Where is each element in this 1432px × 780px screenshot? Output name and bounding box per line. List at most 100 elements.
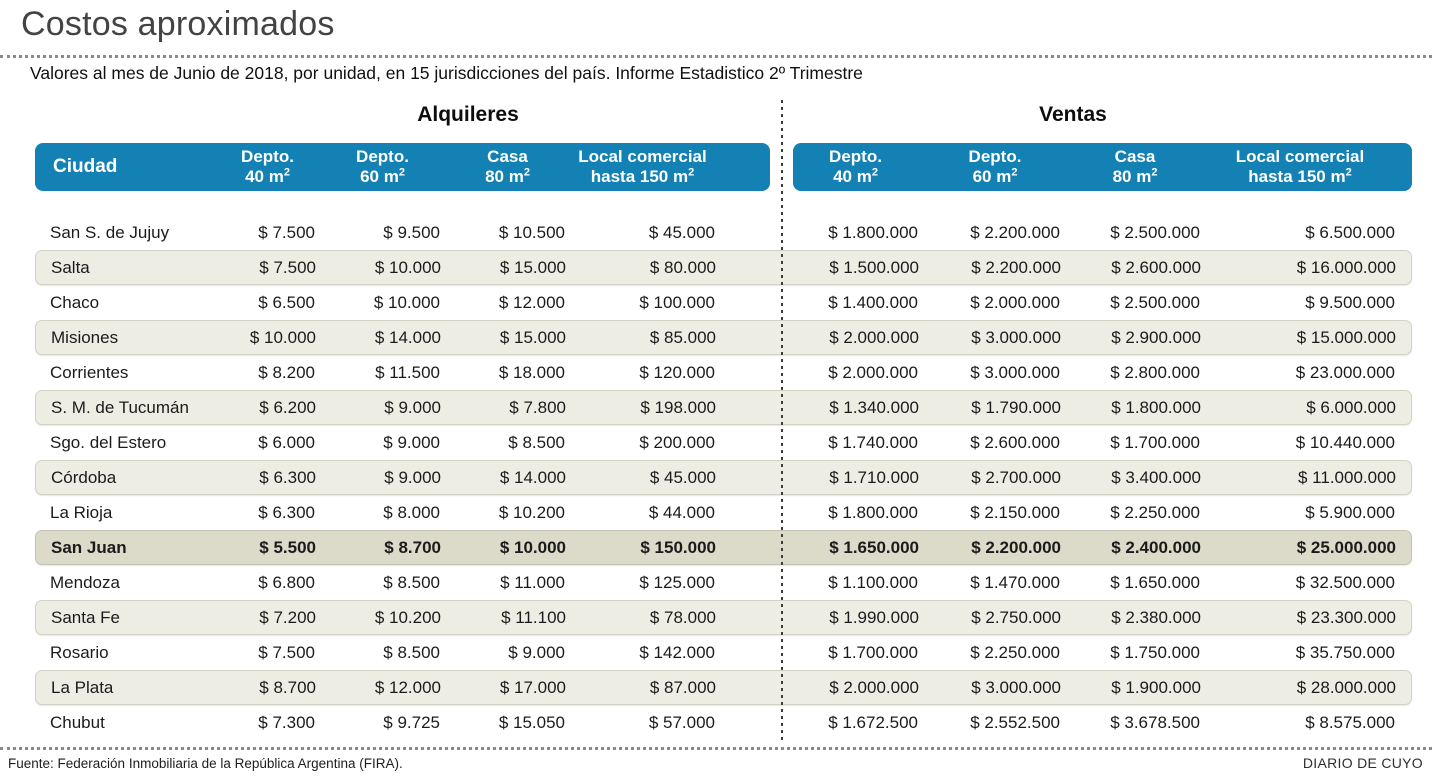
price-cell-alquiler-a150: $ 45.000 [648,222,715,242]
price-cell-alquiler-a80: $ 15.000 [499,257,566,277]
city-cell: San S. de Jujuy [50,222,170,242]
city-cell: Salta [51,257,90,277]
price-cell-alquiler-a150: $ 78.000 [649,607,716,627]
price-cell-venta-v150: $ 35.750.000 [1295,642,1395,662]
price-cell-alquiler-a80: $ 11.000 [500,572,565,592]
column-header-line1: Depto. [968,146,1022,166]
price-cell-alquiler-a60: $ 10.000 [374,257,441,277]
price-cell-venta-v80: $ 2.900.000 [1111,327,1201,347]
price-cell-alquiler-a150: $ 120.000 [639,362,715,382]
price-cell-alquiler-a150: $ 45.000 [649,467,716,487]
price-cell-venta-v40: $ 1.400.000 [828,292,918,312]
column-header-line2: 80 m2 [485,166,530,186]
city-cell: Mendoza [50,572,120,592]
table-row: San S. de Jujuy $ 7.500 $ 9.500 $ 10.500 $ 4… [35,215,1412,250]
column-header-line1: Local comercial [1235,146,1365,166]
bottom-dotted-rule [0,747,1432,750]
column-header-ventas-v150: Local comercial hasta 150 m2 [1205,143,1412,191]
superscript: 2 [871,166,878,179]
price-cell-alquiler-a40: $ 6.200 [259,397,316,417]
price-cell-alquiler-a60: $ 9.725 [383,712,440,732]
header-bar-alquileres [35,143,770,191]
table-row: La Rioja $ 6.300 $ 8.000 $ 10.200 $ 44.000 $ … [35,495,1412,530]
city-cell: Santa Fe [51,607,120,627]
price-cell-alquiler-a60: $ 8.700 [384,537,441,557]
superscript: 2 [1345,166,1352,179]
column-header-alquileres-a150: Local comercial hasta 150 m2 [570,143,770,191]
table-header: Ciudad Depto. 40 m2 Depto. 60 m2 Casa 80 m2 Loc… [35,143,1412,191]
section-divider-dashed [781,100,783,743]
price-cell-alquiler-a80: $ 15.050 [498,712,565,732]
column-header-line2: hasta 150 m2 [590,166,695,186]
price-cell-alquiler-a80: $ 10.500 [498,222,565,242]
city-cell: San Juan [51,537,127,557]
price-cell-venta-v40: $ 1.740.000 [828,432,918,452]
brand-credit: DIARIO DE CUYO [1302,755,1423,771]
price-cell-venta-v80: $ 2.800.000 [1110,362,1200,382]
table-row: Mendoza $ 6.800 $ 8.500 $ 11.000 $ 125.000 $ … [35,565,1412,600]
city-cell: S. M. de Tucumán [51,397,189,417]
price-cell-alquiler-a60: $ 9.500 [383,222,440,242]
price-cell-alquiler-a150: $ 44.000 [648,502,715,522]
table-row: Chaco $ 6.500 $ 10.000 $ 12.000 $ 100.000 $ 1… [35,285,1412,320]
price-cell-alquiler-a80: $ 12.000 [498,292,565,312]
table-row: Salta $ 7.500 $ 10.000 $ 15.000 $ 80.000 $ 1.… [35,250,1412,285]
price-cell-alquiler-a60: $ 11.500 [375,362,440,382]
price-cell-alquiler-a150: $ 57.000 [648,712,715,732]
price-cell-alquiler-a150: $ 198.000 [640,397,716,417]
price-cell-venta-v80: $ 2.380.000 [1111,607,1201,627]
price-cell-alquiler-a40: $ 6.300 [259,467,316,487]
price-cell-venta-v150: $ 23.300.000 [1296,607,1396,627]
price-cell-venta-v40: $ 1.800.000 [828,222,918,242]
column-header-line2: 40 m2 [833,166,878,186]
superscript: 2 [688,166,695,179]
price-cell-venta-v60: $ 1.790.000 [971,397,1061,417]
price-cell-venta-v40: $ 1.650.000 [829,537,919,557]
price-cell-alquiler-a60: $ 10.200 [374,607,441,627]
price-cell-venta-v150: $ 16.000.000 [1296,257,1396,277]
superscript: 2 [398,166,405,179]
column-header-line1: Casa [487,146,528,166]
price-cell-alquiler-a40: $ 6.500 [258,292,315,312]
price-cell-venta-v60: $ 2.150.000 [970,502,1060,522]
price-cell-alquiler-a150: $ 80.000 [649,257,716,277]
price-cell-alquiler-a80: $ 15.000 [499,327,566,347]
column-header-alquileres-a60: Depto. 60 m2 [320,143,445,191]
column-header-ventas-v80: Casa 80 m2 [1065,143,1205,191]
price-cell-alquiler-a150: $ 125.000 [639,572,715,592]
superscript: 2 [1151,166,1158,179]
superscript: 2 [1011,166,1018,179]
price-cell-venta-v150: $ 10.440.000 [1295,432,1395,452]
table-row: Misiones $ 10.000 $ 14.000 $ 15.000 $ 85.000… [35,320,1412,355]
price-cell-alquiler-a40: $ 5.500 [259,537,316,557]
price-cell-alquiler-a60: $ 12.000 [374,677,441,697]
price-cell-venta-v80: $ 2.400.000 [1111,537,1201,557]
price-cell-venta-v60: $ 2.200.000 [970,222,1060,242]
price-cell-venta-v80: $ 3.400.000 [1111,467,1201,487]
top-dotted-rule [0,55,1432,58]
column-header-line2: 60 m2 [972,166,1018,186]
price-cell-venta-v40: $ 1.800.000 [828,502,918,522]
price-cell-alquiler-a60: $ 9.000 [384,467,441,487]
price-cell-alquiler-a40: $ 8.200 [258,362,315,382]
price-cell-venta-v150: $ 6.500.000 [1305,222,1395,242]
city-cell: Corrientes [50,362,129,382]
price-cell-venta-v40: $ 1.100.000 [828,572,918,592]
price-cell-alquiler-a40: $ 10.000 [249,327,316,347]
price-cell-venta-v40: $ 1.700.000 [828,642,918,662]
price-table: Ciudad Depto. 40 m2 Depto. 60 m2 Casa 80 m2 Loc… [35,143,1412,740]
price-cell-alquiler-a60: $ 9.000 [384,397,441,417]
table-row: Chubut $ 7.300 $ 9.725 $ 15.050 $ 57.000 $ 1.… [35,705,1412,740]
price-cell-venta-v40: $ 2.000.000 [828,362,918,382]
price-cell-alquiler-a80: $ 8.500 [508,432,565,452]
price-cell-alquiler-a150: $ 85.000 [649,327,716,347]
column-header-ventas-v40: Depto. 40 m2 [793,143,925,191]
city-cell: Chaco [50,292,100,312]
price-cell-venta-v80: $ 1.800.000 [1111,397,1201,417]
column-header-alquileres-a40: Depto. 40 m2 [215,143,320,191]
price-cell-venta-v80: $ 1.900.000 [1111,677,1201,697]
price-cell-alquiler-a60: $ 8.500 [383,572,440,592]
table-row: Corrientes $ 8.200 $ 11.500 $ 18.000 $ 120.0… [35,355,1412,390]
price-cell-venta-v150: $ 11.000.000 [1298,467,1396,487]
